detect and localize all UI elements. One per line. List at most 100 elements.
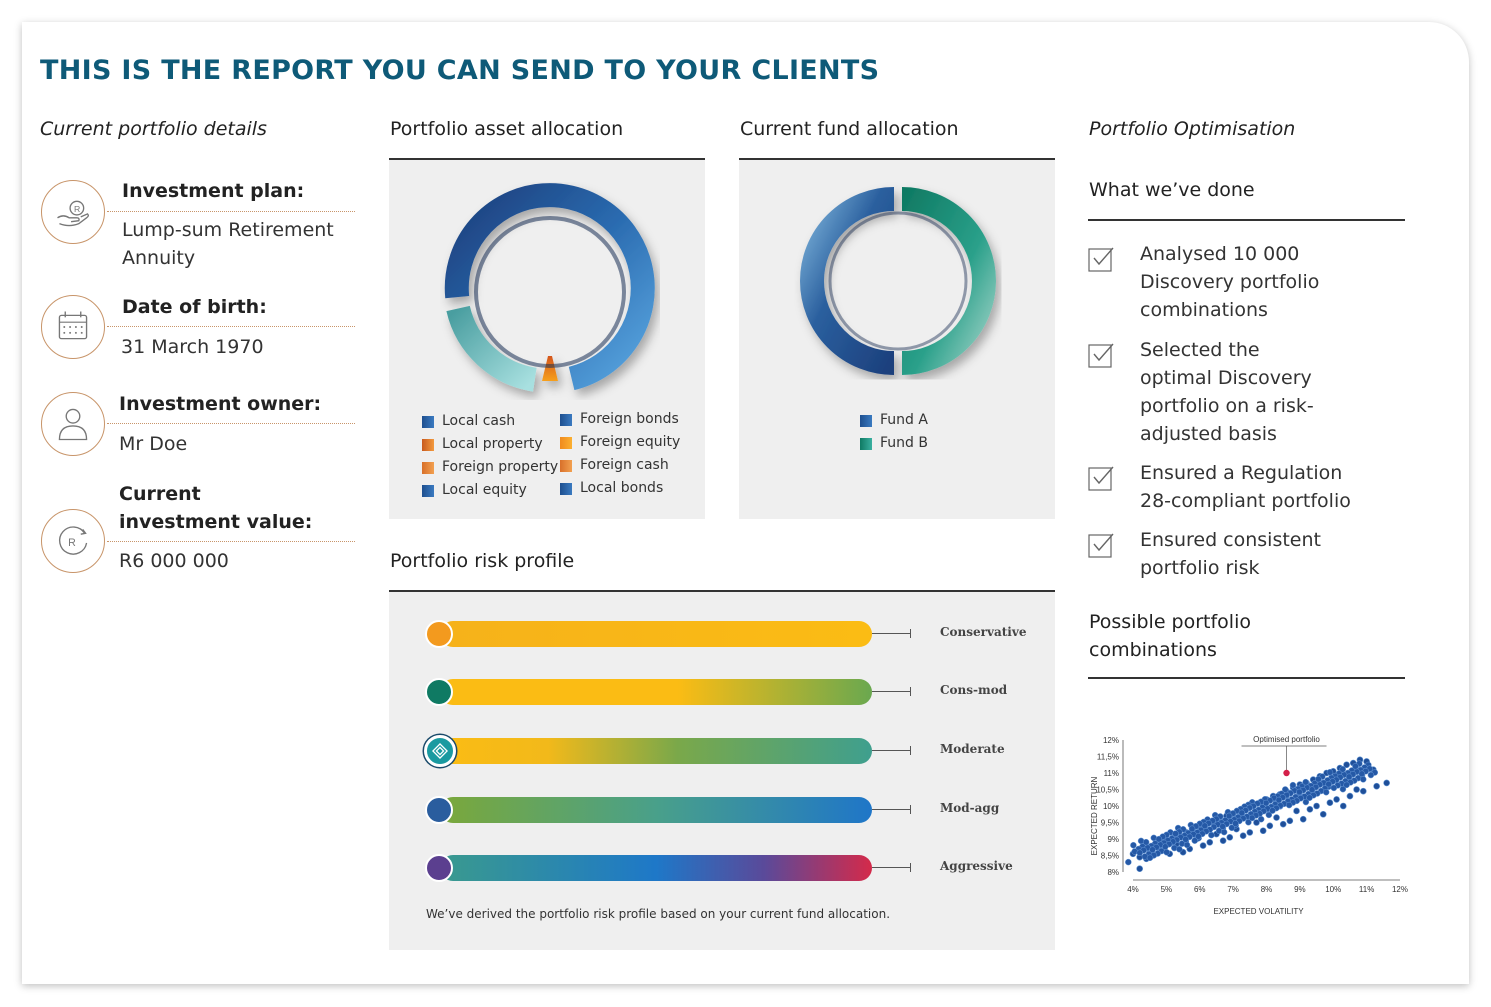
scatter-point [1125,858,1132,866]
scatter-point [1330,784,1338,792]
scatter-point [1219,837,1227,844]
risk-label: Aggressive [940,859,1013,873]
risk-bar [440,855,872,881]
scatter-point [1343,781,1350,789]
risk-dot [425,678,453,706]
scatter-point [1163,849,1170,856]
scatter-point [1188,825,1196,833]
risk-bar [440,621,872,647]
combinations-rule [1088,677,1405,679]
risk-row-aggressive: Aggressive [425,853,1025,883]
scatter-point [1319,810,1327,818]
calendar-icon [41,295,105,359]
scatter-point [1266,822,1274,830]
risk-label: Mod-agg [940,801,1000,815]
svg-text:R: R [74,204,80,214]
x-tick-label: 12% [1392,885,1408,894]
donut-segment-blue [444,183,655,391]
scatter-point [1219,823,1226,830]
scatter-point [1308,786,1316,793]
scatter-point [1257,815,1265,823]
scatter-point [1220,828,1228,836]
scatter-point [1130,841,1137,849]
scatter-point [1199,842,1207,849]
scatter-point [1269,807,1276,814]
scatter-point [1149,846,1156,853]
x-tick-label: 4% [1127,885,1139,894]
what-weve-done-rule [1088,219,1405,221]
scatter-point [1346,792,1354,800]
risk-row-conservative: Conservative [425,619,1027,649]
y-tick-label: 10% [1103,802,1119,811]
x-tick-label: 11% [1359,885,1374,894]
optimised-portfolio-annotation: Optimised portfolio [1253,735,1320,744]
checkbox-tick-icon [1088,533,1114,558]
legend-item: Local property [422,433,558,456]
risk-profile-panel [389,592,1055,950]
risk-dot [425,620,453,648]
risk-dot [425,796,453,824]
legend-item: Foreign bonds [560,408,680,431]
current-risk-marker-icon [424,735,456,767]
scatter-point [1206,839,1214,846]
x-tick-label: 8% [1261,885,1273,894]
investment-owner-divider [107,423,355,424]
fund-allocation-donut [800,187,996,375]
risk-row-mod-agg: Mod-agg [425,795,1025,825]
check-item-text: Selected the optimal Discovery portfolio o… [1140,339,1314,445]
investment-plan-divider [107,211,355,212]
x-axis-label: EXPECTED VOLATILITY [1213,907,1304,916]
check-item-text: Ensured consistent portfolio risk [1140,529,1321,579]
scatter-point [1306,794,1313,801]
legend-item: Local cash [422,410,558,433]
x-tick-label: 9% [1294,885,1306,894]
scatter-point [1182,836,1189,843]
scatter-point [1279,820,1287,828]
risk-label: Conservative [940,625,1027,639]
scatter-point [1367,771,1375,779]
scatter-point [1191,837,1198,844]
scatter-point [1238,809,1246,817]
asset-allocation-donut [444,183,655,392]
y-tick-label: 8% [1107,868,1119,877]
scatter-point [1262,799,1270,807]
scatter-point [1299,815,1307,823]
legend-item: Foreign equity [560,431,680,454]
scatter-point [1253,819,1260,826]
scatter-point [1343,761,1350,769]
x-tick-label: 7% [1227,885,1239,894]
scatter-point [1259,827,1267,835]
y-tick-label: 9,5% [1101,819,1119,828]
date-of-birth-divider [107,326,355,327]
combinations-heading: Possible portfolio combinations [1089,611,1251,661]
scatter-point [1306,806,1314,813]
scatter-point [1282,786,1289,793]
fund-allocation-panel [739,160,1055,519]
scatter-point [1239,832,1247,839]
scatter-point [1162,843,1169,850]
scatter-point [1228,824,1236,832]
scatter-point [1146,854,1154,862]
date-of-birth-value: 31 March 1970 [121,336,264,358]
scatter-point [1326,769,1334,776]
scatter-point [1383,779,1390,787]
x-tick-label: 10% [1325,885,1341,894]
asset-allocation-heading: Portfolio asset allocation [390,118,624,140]
check-item-text: Analysed 10 000 Discovery portfolio combin… [1140,243,1320,321]
scatter-point [1313,802,1320,810]
x-tick-label: 5% [1161,885,1173,894]
scatter-point [1339,766,1346,773]
scatter-point [1296,788,1303,796]
legend-item: Fund B [860,432,928,455]
x-tick-label: 6% [1194,885,1206,894]
date-of-birth-label: Date of birth: [122,296,267,318]
risk-label: Moderate [940,742,1005,756]
scatter-point [1373,782,1380,790]
asset-allocation-legend-right: Foreign bonds Foreign equity Foreign cas… [560,408,680,500]
y-tick-label: 10,5% [1096,786,1119,795]
investment-owner-label: Investment owner: [119,393,322,415]
scatter-point [1226,834,1234,841]
fund-allocation-rule [739,158,1055,160]
scatter-point [1246,829,1254,836]
scatter-point [1275,796,1283,804]
